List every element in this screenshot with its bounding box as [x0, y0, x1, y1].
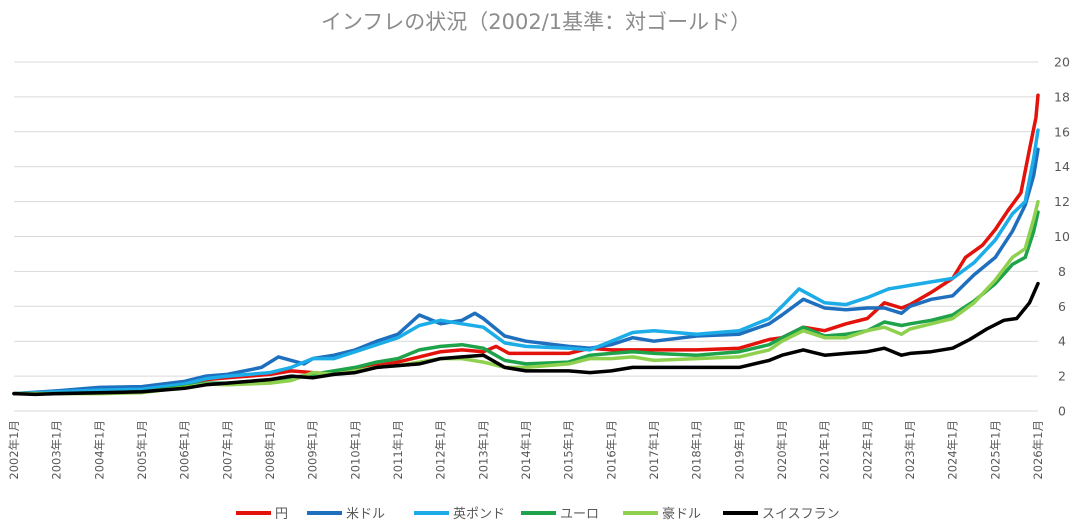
- y-tick-label: 12: [1054, 194, 1070, 209]
- y-tick-label: 16: [1054, 124, 1070, 139]
- x-tick-label: 2020年1月: [775, 420, 789, 480]
- x-tick-label: 2018年1月: [690, 420, 704, 480]
- y-tick-label: 18: [1054, 89, 1070, 104]
- x-tick-label: 2017年1月: [647, 420, 661, 480]
- series-line-0: [12, 93, 1040, 396]
- legend-label: 円: [275, 507, 288, 522]
- x-tick-label: 2023年1月: [903, 420, 917, 480]
- series-line-4: [12, 199, 1040, 396]
- y-tick-label: 8: [1058, 264, 1066, 279]
- x-tick-label: 2005年1月: [135, 420, 149, 480]
- x-tick-label: 2024年1月: [946, 420, 960, 480]
- x-tick-label: 2009年1月: [306, 420, 320, 480]
- x-tick-label: 2015年1月: [562, 420, 576, 480]
- series-lines: [12, 93, 1040, 397]
- x-tick-label: 2011年1月: [391, 420, 405, 480]
- x-tick-label: 2019年1月: [732, 420, 746, 480]
- x-tick-label: 2008年1月: [263, 420, 277, 480]
- x-tick-label: 2012年1月: [434, 420, 448, 480]
- x-tick-label: 2022年1月: [860, 420, 874, 480]
- chart-title: インフレの状況（2002/1基準：対ゴールド）: [321, 10, 751, 34]
- y-tick-label: 2: [1058, 369, 1066, 384]
- legend: 円 米ドル 英ポンド ユーロ 豪ドル スイスフラン: [236, 506, 840, 522]
- y-axis-ticks: 0 2 4 6 8 10 12 14 16 18 20: [1054, 55, 1070, 419]
- legend-label: ユーロ: [560, 507, 599, 522]
- legend-label: スイスフラン: [762, 507, 840, 522]
- y-tick-label: 4: [1058, 334, 1066, 349]
- x-tick-label: 2021年1月: [818, 420, 832, 480]
- series-line-5: [12, 281, 1040, 397]
- x-tick-label: 2002年1月: [7, 420, 21, 480]
- x-tick-label: 2026年1月: [1031, 420, 1045, 480]
- y-tick-label: 6: [1058, 299, 1066, 314]
- x-tick-label: 2013年1月: [476, 420, 490, 480]
- legend-label: 豪ドル: [662, 506, 701, 522]
- x-tick-label: 2007年1月: [220, 420, 234, 480]
- gridlines: [14, 61, 1038, 412]
- x-axis-ticks: 2002年1月 2003年1月 2004年1月 2005年1月 2006年1月 2007年…: [7, 420, 1045, 480]
- y-tick-label: 14: [1054, 159, 1070, 174]
- legend-label: 米ドル: [346, 507, 385, 522]
- x-tick-label: 2006年1月: [178, 420, 192, 480]
- series-line-2: [12, 128, 1040, 396]
- legend-label: 英ポンド: [453, 507, 505, 522]
- y-tick-label: 20: [1054, 55, 1070, 70]
- x-tick-label: 2004年1月: [92, 420, 106, 480]
- x-tick-label: 2016年1月: [604, 420, 618, 480]
- x-tick-label: 2010年1月: [348, 420, 362, 480]
- x-tick-label: 2025年1月: [988, 420, 1002, 480]
- x-tick-label: 2003年1月: [50, 420, 64, 480]
- y-tick-label: 0: [1058, 404, 1066, 419]
- x-tick-label: 2014年1月: [519, 420, 533, 480]
- y-tick-label: 10: [1054, 229, 1070, 244]
